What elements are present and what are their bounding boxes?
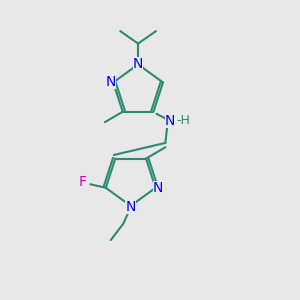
Text: -H: -H <box>176 114 190 127</box>
Text: F: F <box>79 176 87 190</box>
Text: N: N <box>133 57 143 71</box>
Text: N: N <box>153 181 163 195</box>
Text: N: N <box>106 76 116 89</box>
Text: N: N <box>125 200 136 214</box>
Text: N: N <box>165 114 175 128</box>
